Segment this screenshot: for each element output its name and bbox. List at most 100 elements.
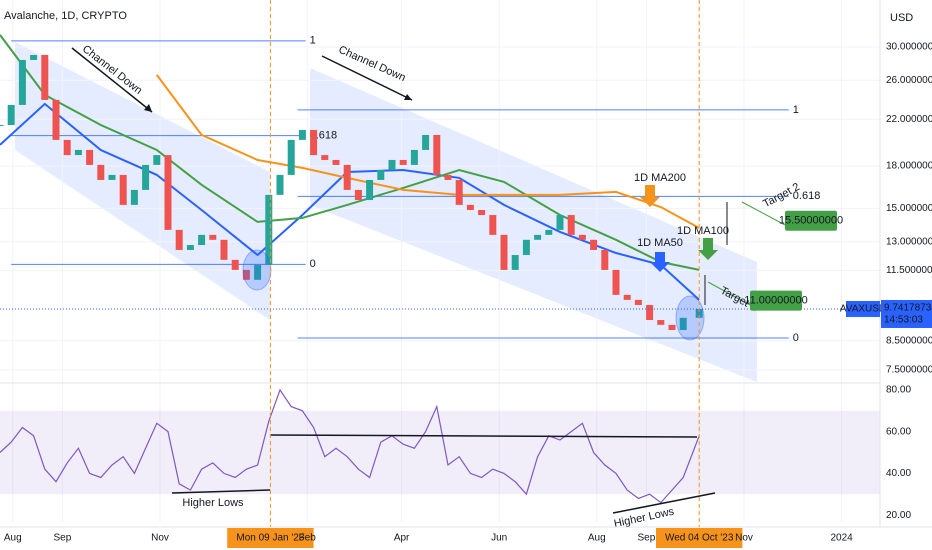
candle bbox=[578, 234, 586, 240]
candle bbox=[332, 159, 340, 165]
rsi-line bbox=[0, 388, 700, 504]
channel-2 bbox=[310, 68, 757, 382]
rsi-tick-label: 60.00 bbox=[886, 426, 911, 437]
arrow-line bbox=[321, 55, 413, 101]
countdown: 14:53:03 bbox=[884, 315, 923, 326]
ma-label: 1D MA100 bbox=[677, 225, 729, 237]
ma-label: 1D MA200 bbox=[634, 172, 686, 184]
candle bbox=[354, 189, 362, 201]
target-value: 15.50000000 bbox=[779, 215, 843, 227]
candle bbox=[444, 174, 452, 180]
target-value: 11.00000000 bbox=[744, 295, 807, 307]
candle bbox=[695, 308, 703, 318]
fib-level-label: 0 bbox=[793, 332, 799, 344]
candle bbox=[646, 304, 654, 321]
x-tick-highlight bbox=[656, 528, 743, 548]
candle bbox=[321, 155, 329, 160]
price-box bbox=[881, 299, 932, 328]
candle bbox=[500, 234, 508, 270]
candle bbox=[657, 320, 665, 325]
candle bbox=[265, 194, 273, 265]
candle bbox=[175, 229, 183, 250]
candle bbox=[343, 164, 351, 190]
x-tick-label: Sep bbox=[54, 533, 72, 544]
candle bbox=[466, 204, 474, 210]
rsi-tick-label: 80.00 bbox=[886, 385, 911, 396]
candle bbox=[522, 239, 530, 256]
last-price: 9.74178735 bbox=[884, 303, 932, 314]
candle bbox=[623, 294, 631, 300]
axis-panel bbox=[880, 0, 932, 550]
candle bbox=[399, 159, 407, 165]
candle bbox=[366, 179, 374, 201]
x-tick-label: Feb bbox=[299, 533, 317, 544]
axis-layer: 30.00000000 26.00000000 22.00000000 18.0000… bbox=[4, 42, 932, 548]
candle bbox=[590, 239, 598, 250]
candle bbox=[242, 269, 250, 280]
candle bbox=[310, 129, 318, 156]
x-tick-label: 2024 bbox=[830, 533, 853, 544]
x-tick-label: Sep bbox=[638, 533, 656, 544]
candle bbox=[142, 164, 150, 190]
candle bbox=[668, 324, 676, 331]
target-box bbox=[785, 210, 837, 231]
y-tick-label: 26.00000000 bbox=[886, 75, 932, 86]
trend-line bbox=[269, 434, 698, 438]
fib-level-label: 0 bbox=[310, 258, 316, 270]
candle bbox=[489, 215, 497, 235]
annotation: Higher Lows bbox=[182, 497, 244, 509]
candle bbox=[276, 174, 284, 195]
candle bbox=[119, 174, 127, 205]
ma-arrow bbox=[698, 238, 718, 260]
ma-label: 1D MA50 bbox=[637, 237, 683, 249]
candle bbox=[511, 255, 519, 270]
ma-arrow bbox=[640, 185, 660, 207]
candle bbox=[186, 245, 194, 250]
candle bbox=[612, 269, 620, 295]
candle bbox=[634, 299, 642, 305]
symbol-box bbox=[846, 300, 880, 317]
candle bbox=[220, 239, 228, 260]
candle bbox=[63, 139, 71, 156]
chart-title: Avalanche, 1D, CRYPTO bbox=[4, 10, 127, 22]
moving-average bbox=[155, 74, 700, 229]
candle bbox=[164, 155, 172, 230]
candle bbox=[209, 234, 217, 240]
candle bbox=[377, 170, 385, 180]
y-tick-label: 18.00000000 bbox=[886, 161, 932, 172]
moving-average bbox=[0, 34, 700, 271]
x-tick-label: Aug bbox=[4, 533, 22, 544]
ma-arrow bbox=[650, 252, 670, 272]
candle bbox=[455, 179, 463, 205]
candle bbox=[567, 215, 575, 235]
trend-line bbox=[612, 492, 716, 514]
candle bbox=[198, 234, 206, 246]
x-tick-label: Aug bbox=[588, 533, 606, 544]
candle bbox=[74, 149, 82, 156]
fib-level-label: 0.618 bbox=[793, 190, 821, 202]
y-tick-label: 22.00000000 bbox=[886, 114, 932, 125]
candle bbox=[410, 149, 418, 165]
candle bbox=[7, 104, 15, 125]
highlight-circle bbox=[675, 295, 705, 341]
candle bbox=[18, 59, 26, 105]
candle bbox=[433, 134, 441, 175]
candle bbox=[601, 249, 609, 270]
candle bbox=[0, 124, 4, 126]
x-tick-label: Wed 04 Oct '23 bbox=[665, 533, 734, 544]
candle bbox=[679, 317, 687, 331]
candle bbox=[422, 134, 430, 150]
candle bbox=[388, 159, 396, 171]
candle bbox=[52, 99, 60, 140]
candle bbox=[534, 234, 542, 240]
fib-level-label: 1 bbox=[310, 35, 316, 47]
candle bbox=[86, 149, 94, 165]
y-tick-label: 7.50000000 bbox=[886, 365, 932, 376]
candle bbox=[153, 155, 161, 165]
arrow-head bbox=[144, 104, 152, 112]
candle bbox=[130, 189, 138, 205]
y-tick-label: 8.50000000 bbox=[886, 335, 932, 346]
